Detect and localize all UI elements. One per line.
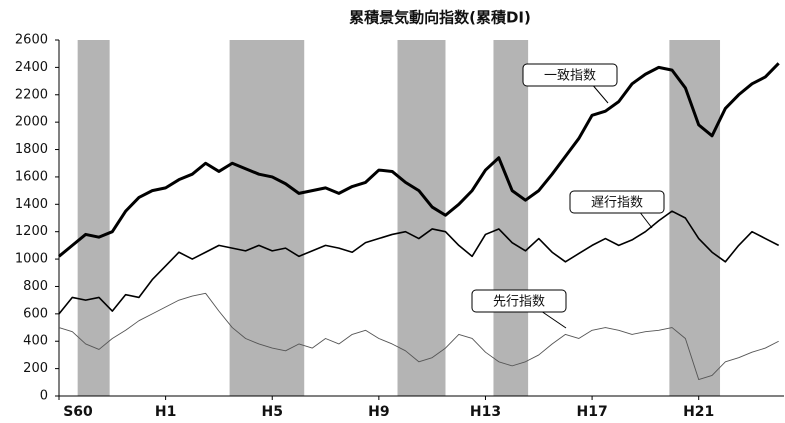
x-tick-label: H9: [368, 404, 389, 420]
x-tick-label: H17: [576, 404, 607, 420]
y-tick-label: 600: [23, 306, 48, 321]
y-tick-label: 1400: [15, 197, 48, 212]
recession-band: [397, 40, 446, 396]
y-tick-label: 2400: [15, 60, 48, 75]
series-line: [58, 62, 780, 258]
recession-band: [77, 40, 110, 396]
y-tick-label: 1800: [15, 142, 48, 157]
y-tick-label: 400: [23, 334, 48, 349]
x-tick-label: H13: [470, 404, 501, 420]
legend-label: 遅行指数: [591, 196, 643, 211]
x-tick-label: H1: [155, 404, 176, 420]
recession-band: [493, 40, 529, 396]
legend-label: 一致指数: [544, 69, 596, 84]
callout-leader: [593, 85, 609, 104]
y-tick-label: 0: [40, 389, 48, 404]
legend-label: 先行指数: [493, 295, 545, 310]
y-tick-label: 2000: [15, 115, 48, 130]
callout-box: [471, 289, 567, 313]
y-tick-label: 2600: [15, 33, 48, 48]
callout-box: [522, 63, 618, 87]
callout-leader: [640, 212, 653, 229]
recession-band: [669, 40, 721, 396]
series-line: [58, 210, 780, 315]
y-tick-label: 200: [23, 361, 48, 376]
x-tick-label: H21: [683, 404, 714, 420]
chart-title: 累積景気動向指数(累積DI): [349, 9, 531, 27]
callout-leader: [542, 311, 567, 329]
x-tick-label: S60: [63, 404, 93, 420]
x-tick-label: H5: [262, 404, 283, 420]
y-tick-label: 800: [23, 279, 48, 294]
recession-band: [229, 40, 305, 396]
callout-box: [569, 190, 665, 214]
y-tick-label: 2200: [15, 87, 48, 102]
y-tick-label: 1000: [15, 252, 48, 267]
y-tick-label: 1600: [15, 169, 48, 184]
y-tick-label: 1200: [15, 224, 48, 239]
series-line: [58, 292, 779, 381]
